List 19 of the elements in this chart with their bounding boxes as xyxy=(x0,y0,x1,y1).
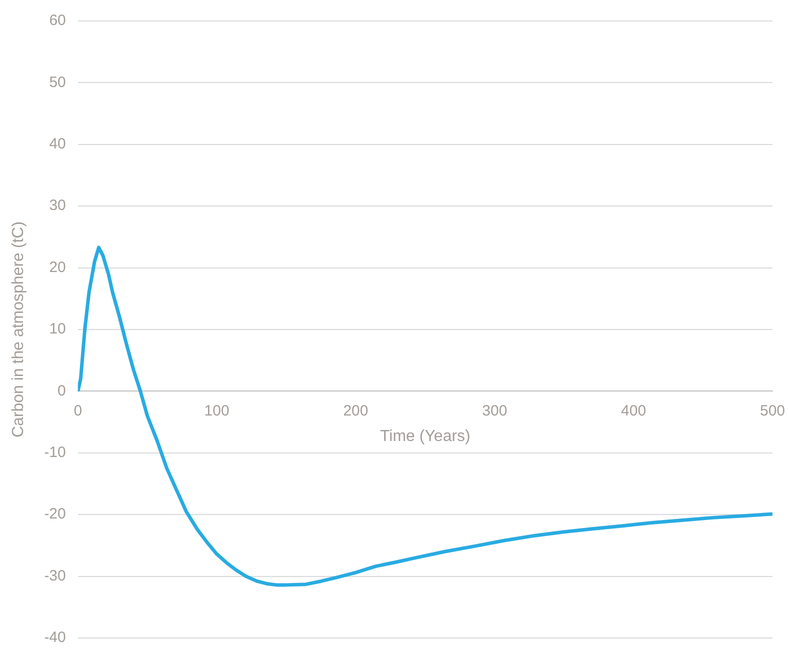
y-tick-label: -40 xyxy=(44,629,66,646)
y-tick-label: 30 xyxy=(49,197,66,214)
x-tick-label: 200 xyxy=(343,402,368,420)
x-tick-label: 100 xyxy=(204,402,230,420)
y-tick-label: 20 xyxy=(49,258,66,276)
y-tick-label: 10 xyxy=(49,320,66,338)
x-axis-title: Time (Years) xyxy=(380,428,470,446)
y-tick-label: 0 xyxy=(58,382,66,400)
x-tick-label: 400 xyxy=(621,402,646,420)
y-tick-label: 50 xyxy=(49,74,66,91)
x-tick-label: 500 xyxy=(760,402,785,420)
y-tick-label: -20 xyxy=(44,506,66,523)
y-tick-label: 40 xyxy=(49,136,66,153)
x-tick-label: 0 xyxy=(74,402,82,420)
y-axis-title: Carbon in the atmosphere (tC) xyxy=(10,221,28,438)
y-tick-label: -10 xyxy=(44,444,66,462)
y-tick-label: -30 xyxy=(44,567,66,584)
x-tick-label: 300 xyxy=(482,402,508,420)
y-tick-label: 60 xyxy=(49,12,66,30)
